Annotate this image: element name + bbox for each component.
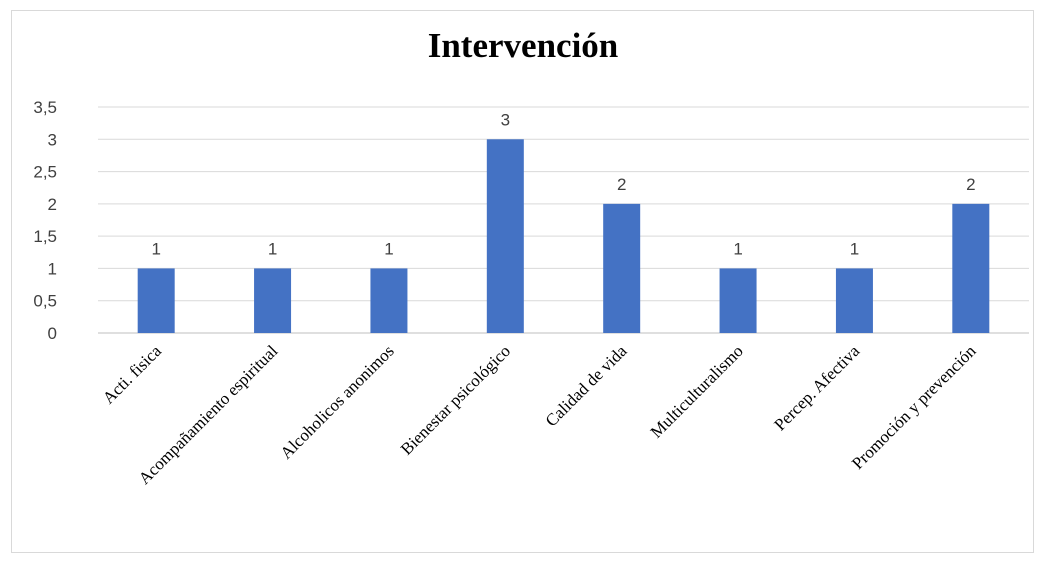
x-tick-label: Percep. Afectiva: [770, 341, 863, 434]
x-tick-label: Promoción y prevención: [848, 341, 980, 473]
y-tick-label: 2,5: [33, 163, 57, 182]
data-label: 1: [850, 239, 859, 258]
chart-title: Intervención: [427, 26, 619, 65]
y-tick-label: 1: [48, 259, 57, 278]
bar: [835, 268, 873, 333]
bar: [952, 203, 990, 333]
x-tick-label: Multiculturalismo: [647, 341, 747, 441]
data-label: 1: [733, 239, 742, 258]
data-label: 1: [151, 239, 160, 258]
x-tick-label: Calidad de vida: [542, 341, 631, 430]
x-tick-label: Alcoholicos anonimos: [276, 341, 397, 462]
bar: [137, 268, 175, 333]
x-tick-label: Bienestar psicológico: [397, 341, 514, 458]
x-tick-label: Acti. fisica: [99, 341, 165, 407]
bar: [370, 268, 408, 333]
x-tick-label: Acompañamiento espiritual: [135, 341, 282, 488]
y-tick-label: 3: [48, 130, 57, 149]
data-label: 1: [384, 239, 393, 258]
data-label: 2: [966, 175, 975, 194]
data-label: 3: [501, 110, 510, 129]
data-label: 2: [617, 175, 626, 194]
data-label: 1: [268, 239, 277, 258]
y-tick-label: 1,5: [33, 227, 57, 246]
bar: [254, 268, 292, 333]
y-tick-label: 0: [48, 324, 57, 343]
y-tick-label: 2: [48, 195, 57, 214]
bar: [603, 203, 641, 333]
y-tick-label: 0,5: [33, 292, 57, 311]
y-tick-label: 3,5: [33, 98, 57, 117]
bar: [486, 139, 524, 333]
bar: [719, 268, 757, 333]
